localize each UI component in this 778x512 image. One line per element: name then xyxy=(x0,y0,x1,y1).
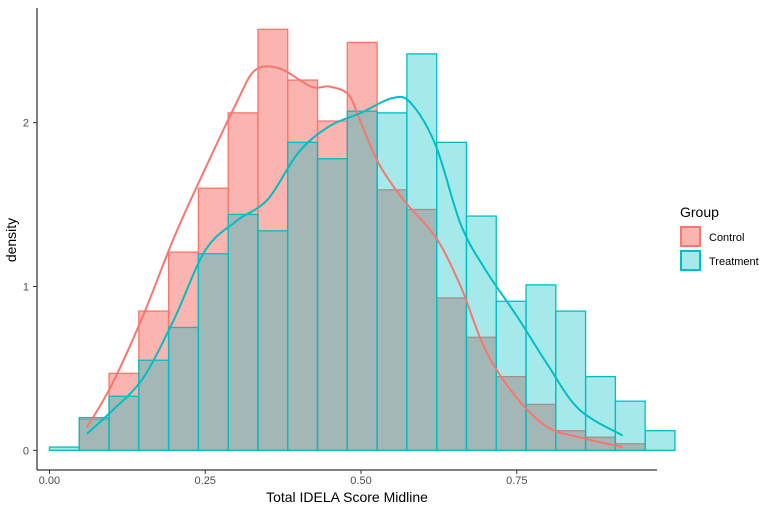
bar-treatment xyxy=(525,284,557,451)
bar-treatment xyxy=(376,112,408,451)
bar-treatment xyxy=(436,141,468,451)
bar-treatment xyxy=(108,395,140,451)
bar-treatment xyxy=(227,213,259,451)
legend-title: Group xyxy=(680,204,719,220)
histogram-bars xyxy=(48,28,676,451)
bar-treatment xyxy=(138,359,170,451)
density-curve-control xyxy=(85,65,623,449)
axes xyxy=(36,8,657,471)
density-curves xyxy=(85,65,624,449)
bar-treatment xyxy=(495,300,527,451)
bar-treatment xyxy=(406,53,438,451)
bar-treatment xyxy=(584,375,617,451)
bar-treatment xyxy=(167,326,200,451)
bars-treatment xyxy=(48,53,676,451)
y-tick-label: 0 xyxy=(23,445,29,457)
x-tick-label: 0.75 xyxy=(506,475,527,487)
legend-key-control xyxy=(680,226,701,247)
bar-treatment xyxy=(555,310,587,451)
x-tick-label: 0.00 xyxy=(39,475,60,487)
bar-treatment xyxy=(346,110,378,451)
bar-treatment xyxy=(465,215,497,451)
y-axis-title: density xyxy=(3,218,19,262)
bar-treatment xyxy=(257,230,289,451)
bar-control xyxy=(465,336,497,451)
x-tick-label: 0.25 xyxy=(195,475,216,487)
x-axis-title: Total IDELA Score Midline xyxy=(266,489,428,505)
legend-label-treatment: Treatment xyxy=(709,256,759,268)
bar-treatment xyxy=(614,400,646,451)
bar-treatment xyxy=(197,253,229,451)
bar-treatment xyxy=(48,446,80,451)
x-tick-label: 0.50 xyxy=(350,475,371,487)
legend-label-control: Control xyxy=(709,232,744,244)
legend-entry-treatment: Treatment xyxy=(680,250,759,271)
y-tick-label: 1 xyxy=(23,282,29,294)
bar-control xyxy=(108,372,140,451)
bar-control xyxy=(346,41,378,451)
legend-key-treatment xyxy=(680,250,701,271)
bar-treatment xyxy=(644,430,676,451)
bar-control xyxy=(406,208,438,451)
bar-treatment xyxy=(316,158,348,451)
bar-treatment xyxy=(287,141,319,451)
y-tick-label: 2 xyxy=(23,118,29,130)
density-curve-treatment xyxy=(86,95,624,437)
legend-entry-control: Control xyxy=(680,226,744,247)
legend: Group Control Treatment xyxy=(680,204,759,271)
axis-ticks: 0.00 0.25 0.50 0.75 0 1 2 xyxy=(23,118,528,487)
bar-treatment xyxy=(78,416,110,451)
